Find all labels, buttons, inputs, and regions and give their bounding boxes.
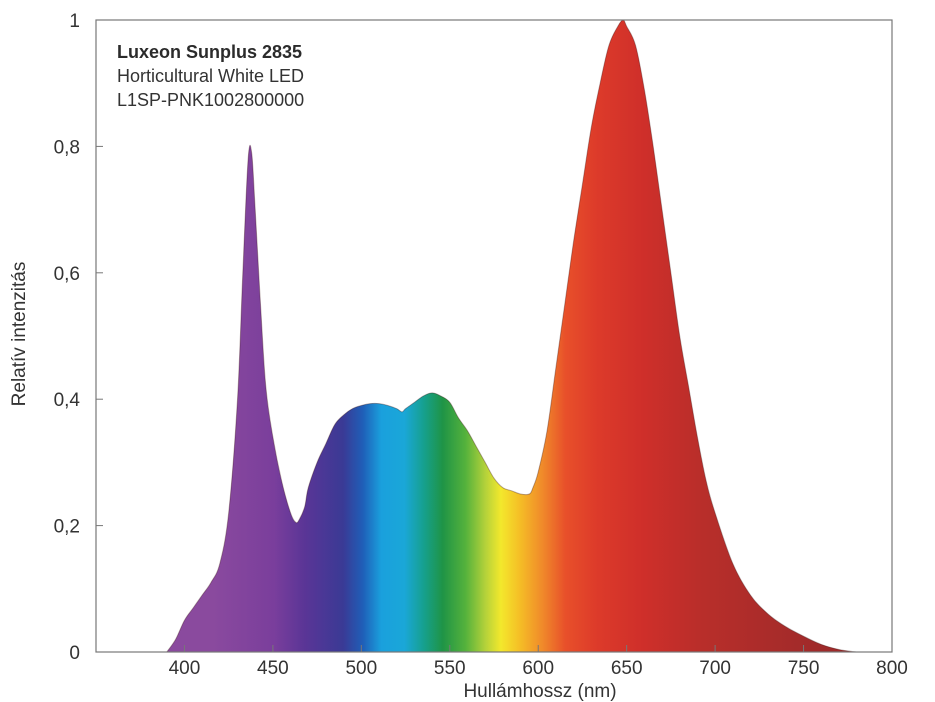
title-line-3: L1SP-PNK1002800000 [117,90,304,110]
y-tick-label: 0 [69,643,80,664]
x-tick-label: 650 [611,658,643,679]
y-tick-label: 0,8 [54,137,80,158]
y-tick-label: 1 [69,11,80,32]
x-tick-label: 700 [699,658,731,679]
x-tick-label: 800 [876,658,908,679]
x-tick-label: 600 [522,658,554,679]
spectrum-line [166,19,857,653]
plot-frame [95,19,893,653]
y-axis-label: Relatív intenzitás [9,262,30,407]
x-tick-label: 550 [434,658,466,679]
title-line-1: Luxeon Sunplus 2835 [117,42,302,62]
x-tick-label: 500 [345,658,377,679]
spectrum-area [166,20,857,652]
y-tick-label: 0,2 [54,517,80,538]
y-tick-label: 0,4 [54,390,81,411]
x-axis-label: Hullámhossz (nm) [463,681,616,702]
y-tick-label: 0,6 [54,264,80,285]
title-line-2: Horticultural White LED [117,66,304,86]
x-tick-label: 400 [169,658,201,679]
x-tick-label: 750 [788,658,820,679]
x-tick-label: 450 [257,658,289,679]
